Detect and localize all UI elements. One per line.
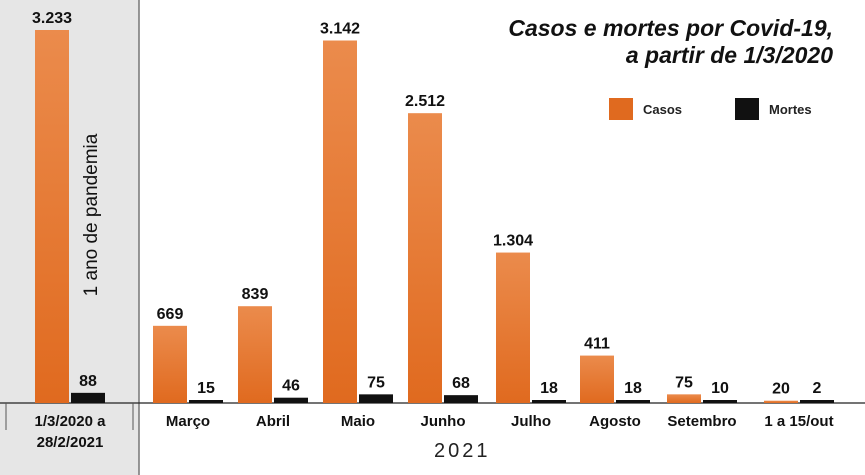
bar-mortes-cat-2 — [274, 397, 308, 403]
value-label-mortes-cat-4: 68 — [452, 375, 470, 392]
bar-mortes-cat-1 — [189, 400, 223, 403]
value-label-mortes-cat-0: 88 — [79, 373, 97, 390]
category-label-cat-8: 1 a 15/out — [764, 413, 833, 430]
bar-mortes-cat-5 — [532, 400, 566, 403]
legend-item-casos: Casos — [609, 98, 682, 120]
category-label-cat-2: Abril — [256, 413, 290, 430]
bar-casos-cat-1 — [153, 325, 187, 403]
bar-mortes-cat-4 — [444, 395, 478, 403]
bar-casos-cat-0 — [35, 30, 69, 403]
legend-swatch-casos — [609, 98, 633, 120]
value-label-casos-cat-3: 3.142 — [320, 20, 360, 37]
labels-layer: 3.233 88 1/3/2020 a 28/2/2021 669 15 Março 839 4… — [32, 10, 834, 451]
bar-mortes-cat-3 — [359, 394, 393, 403]
bar-casos-cat-2 — [238, 306, 272, 403]
category-label-cat-6: Agosto — [589, 413, 641, 430]
value-label-casos-cat-5: 1.304 — [493, 233, 533, 250]
value-label-mortes-cat-3: 75 — [367, 374, 385, 391]
legend-item-mortes: Mortes — [735, 98, 812, 120]
bar-casos-cat-5 — [496, 252, 530, 403]
bar-casos-cat-3 — [323, 40, 357, 404]
legend-swatch-mortes — [735, 98, 759, 120]
category-label-cat-1: Março — [166, 413, 210, 430]
category-label-cat-3: Maio — [341, 413, 375, 430]
pandemic-annotation: 1 ano de pandemia — [81, 133, 102, 296]
bar-mortes-cat-0 — [71, 392, 105, 403]
value-label-casos-cat-0: 3.233 — [32, 10, 72, 27]
value-label-casos-cat-7: 75 — [675, 374, 693, 391]
bar-casos-cat-4 — [408, 113, 442, 404]
category-label-cat-0-line1: 1/3/2020 a — [35, 413, 107, 430]
bar-casos-cat-6 — [580, 355, 614, 403]
category-label-cat-4: Junho — [421, 413, 466, 430]
value-label-casos-cat-1: 669 — [157, 306, 184, 323]
value-label-mortes-cat-7: 10 — [711, 380, 729, 397]
chart-title-line2: a partir de 1/3/2020 — [625, 42, 833, 68]
value-label-casos-cat-4: 2.512 — [405, 93, 445, 110]
value-label-mortes-cat-8: 2 — [813, 380, 822, 397]
value-label-mortes-cat-1: 15 — [197, 380, 215, 397]
pandemic-period-panel — [0, 0, 139, 475]
bar-casos-cat-7 — [667, 394, 701, 403]
bar-mortes-cat-6 — [616, 400, 650, 403]
bar-mortes-cat-8 — [800, 400, 834, 403]
value-label-casos-cat-2: 839 — [242, 286, 269, 303]
category-label-cat-5: Julho — [511, 413, 551, 430]
category-label-cat-7: Setembro — [667, 413, 736, 430]
value-label-casos-cat-6: 411 — [584, 336, 610, 353]
chart-title-line1: Casos e mortes por Covid-19, — [508, 15, 833, 41]
legend-label-casos: Casos — [643, 101, 683, 117]
value-label-mortes-cat-2: 46 — [282, 378, 300, 395]
bars-layer — [35, 30, 834, 404]
value-label-mortes-cat-6: 18 — [624, 380, 642, 397]
bar-mortes-cat-7 — [703, 400, 737, 403]
value-label-mortes-cat-5: 18 — [540, 380, 558, 397]
legend-label-mortes: Mortes — [769, 101, 812, 117]
category-label-cat-0-line2: 28/2/2021 — [37, 434, 104, 451]
group-label-year: 2021 — [434, 440, 491, 462]
value-label-casos-cat-8: 20 — [772, 381, 790, 398]
bar-casos-cat-8 — [764, 400, 798, 403]
